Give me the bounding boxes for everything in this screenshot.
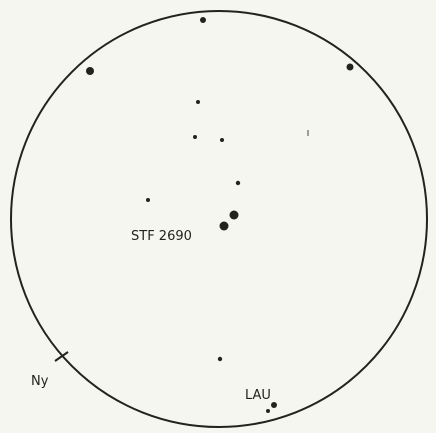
star (229, 210, 239, 220)
stars (86, 17, 354, 413)
star (219, 221, 229, 231)
star (86, 67, 94, 75)
star (196, 100, 200, 104)
star (346, 63, 354, 71)
star (235, 180, 241, 186)
field-circle (10, 10, 428, 428)
direction-label: Ny (31, 374, 49, 389)
secondary-label: LAU (245, 388, 271, 403)
star (217, 356, 223, 362)
star (220, 138, 224, 142)
north-tick (54, 351, 69, 362)
star (200, 17, 206, 23)
star (146, 198, 150, 202)
star (271, 402, 277, 408)
star (193, 135, 197, 139)
star (266, 409, 270, 413)
main-star-label: STF 2690 (131, 229, 192, 244)
